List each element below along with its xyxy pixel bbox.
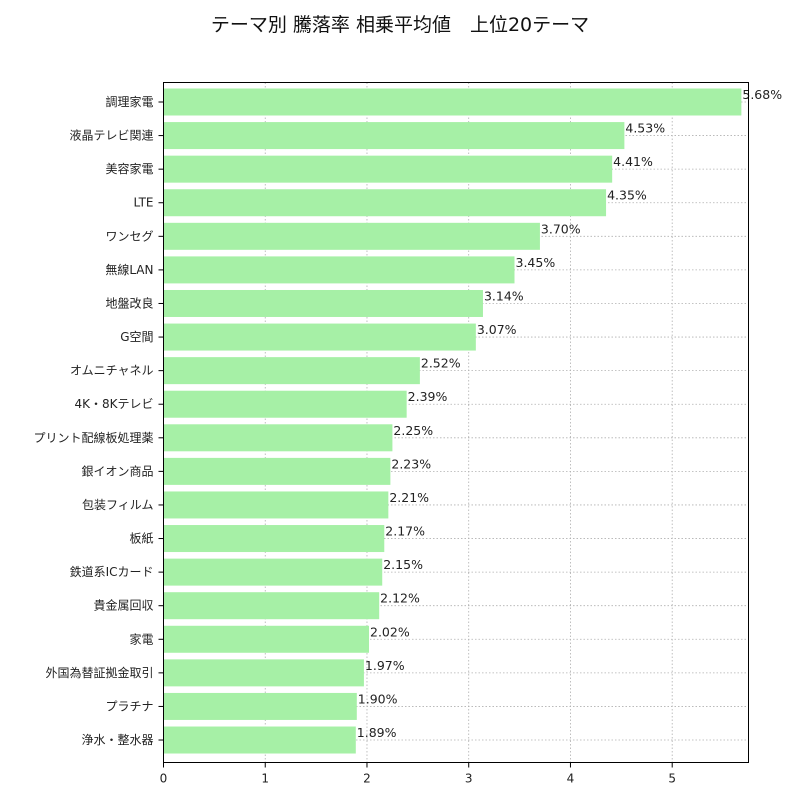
bar bbox=[163, 390, 407, 418]
bar bbox=[163, 357, 420, 385]
category-label: 液晶テレビ関連 bbox=[69, 128, 153, 143]
plot-frame bbox=[163, 82, 749, 763]
bar bbox=[163, 457, 391, 485]
x-tick-label: 3 bbox=[465, 772, 473, 786]
bar bbox=[163, 659, 364, 687]
data-label: 5.68% bbox=[742, 87, 782, 102]
category-label: G空間 bbox=[120, 330, 153, 344]
x-tick-label: 2 bbox=[363, 772, 371, 786]
category-label: 銀イオン商品 bbox=[81, 463, 153, 478]
data-label: 3.70% bbox=[541, 221, 581, 236]
category-label: ワンセグ bbox=[105, 229, 153, 243]
category-label: 浄水・整水器 bbox=[81, 732, 153, 747]
bar bbox=[163, 692, 357, 720]
data-label: 2.25% bbox=[393, 423, 433, 438]
bar bbox=[163, 189, 607, 217]
data-label: 2.02% bbox=[370, 624, 410, 639]
category-label: プリント配線板処理薬 bbox=[33, 430, 153, 445]
category-label: 包装フィルム bbox=[82, 498, 154, 512]
category-label: 4K・8Kテレビ bbox=[74, 397, 153, 411]
bar bbox=[163, 525, 385, 553]
category-label: 無線LAN bbox=[105, 262, 153, 277]
bar bbox=[163, 625, 370, 653]
data-label: 2.17% bbox=[385, 524, 425, 539]
category-label: プラチナ bbox=[105, 699, 153, 713]
bar bbox=[163, 122, 625, 150]
axis-layer: 0 1 2 3 4 5 bbox=[158, 101, 676, 786]
data-label: 4.35% bbox=[607, 188, 647, 203]
category-label: 地盤改良 bbox=[105, 295, 153, 310]
data-label: 2.39% bbox=[408, 389, 448, 404]
bar-layer bbox=[163, 88, 742, 754]
bar bbox=[163, 592, 380, 620]
data-label: 1.97% bbox=[365, 658, 405, 673]
category-label: 鉄道系ICカード bbox=[70, 564, 154, 579]
data-label: 1.90% bbox=[358, 691, 398, 706]
bar bbox=[163, 88, 742, 116]
data-label: 2.21% bbox=[389, 490, 429, 505]
data-label: 3.45% bbox=[516, 255, 556, 270]
bar bbox=[163, 289, 483, 317]
category-label: オムニチャネル bbox=[70, 364, 154, 378]
category-label: 調理家電 bbox=[105, 94, 153, 109]
bar bbox=[163, 256, 515, 284]
category-label: 貴金属回収 bbox=[93, 598, 153, 613]
x-tick-label: 1 bbox=[261, 772, 269, 786]
data-label: 4.41% bbox=[613, 154, 653, 169]
data-label: 1.89% bbox=[357, 725, 397, 740]
category-label: 家電 bbox=[129, 631, 153, 646]
x-tick-label: 0 bbox=[160, 772, 168, 786]
data-label: 2.23% bbox=[391, 456, 431, 471]
label-layer: 調理家電 5.68% 液晶テレビ関連 4.53% 美容家電 4.41% LTE 4.35% ワン… bbox=[33, 87, 782, 747]
data-label: 4.53% bbox=[625, 121, 665, 136]
category-label: 板紙 bbox=[129, 531, 153, 546]
bar bbox=[163, 155, 613, 183]
data-label: 3.14% bbox=[484, 288, 524, 303]
category-label: 外国為替証拠金取引 bbox=[45, 665, 153, 680]
x-tick-label: 5 bbox=[668, 772, 676, 786]
data-label: 3.07% bbox=[477, 322, 517, 337]
bar bbox=[163, 491, 389, 519]
bar bbox=[163, 558, 383, 586]
bar bbox=[163, 424, 393, 452]
category-label: LTE bbox=[134, 196, 154, 210]
category-label: 美容家電 bbox=[105, 161, 153, 176]
data-label: 2.52% bbox=[421, 356, 461, 371]
data-label: 2.12% bbox=[380, 591, 420, 606]
bar bbox=[163, 222, 540, 250]
x-tick-label: 4 bbox=[567, 772, 575, 786]
bar bbox=[163, 323, 476, 351]
data-label: 2.15% bbox=[383, 557, 423, 572]
chart-title: テーマ別 騰落率 相乗平均値 上位20テーマ bbox=[210, 14, 590, 36]
bar bbox=[163, 726, 356, 754]
